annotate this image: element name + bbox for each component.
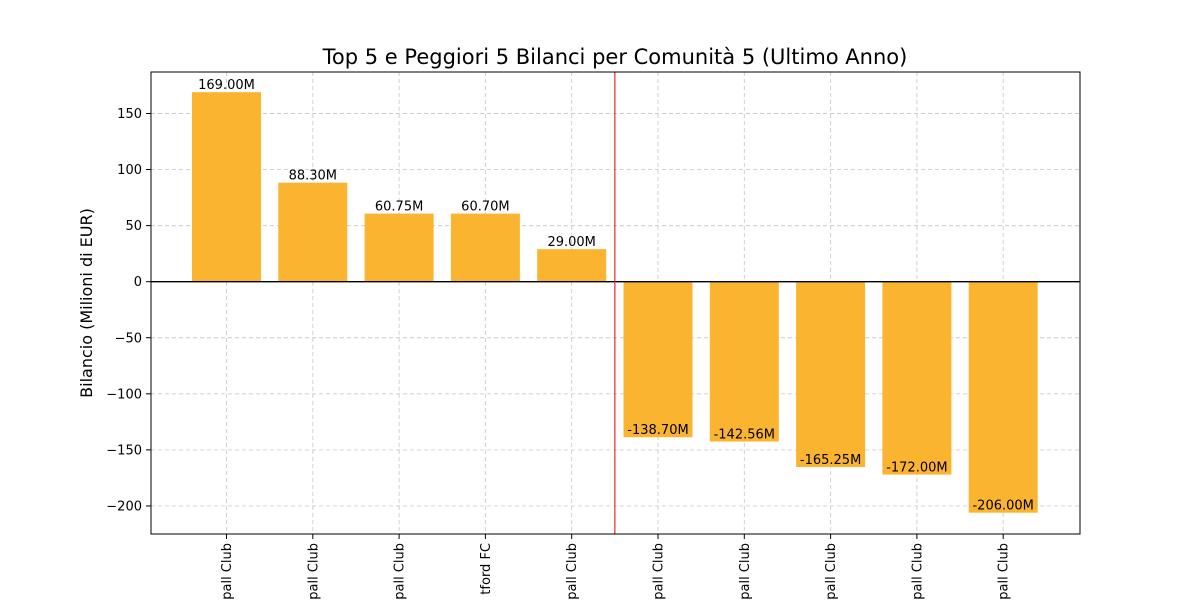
bar (537, 249, 607, 282)
reference-lines (151, 72, 1080, 534)
y-tick-label: 150 (117, 107, 142, 122)
bar-value-labels: 169.00M 88.30M 60.75M 60.70M 29.00M -138.70M -… (198, 78, 1034, 514)
x-axis-ticks: pall Club pall Club pall Club tford FC pall … (220, 534, 1012, 600)
chart-title: Top 5 e Peggiori 5 Bilanci per Comunità … (322, 45, 908, 69)
y-axis-ticks: 150 100 50 0 −50 −100 −150 −200 (106, 107, 151, 514)
y-axis-label: Bilancio (Milioni di EUR) (77, 208, 96, 398)
bar (450, 213, 520, 282)
x-tick-label: pall Club (393, 543, 408, 600)
bar-value-label: -172.00M (886, 461, 947, 476)
bar-value-label: -142.56M (714, 428, 775, 443)
y-tick-label: −150 (106, 443, 142, 458)
bar-value-label: 60.75M (375, 200, 423, 215)
bar-value-label: -165.25M (800, 453, 861, 468)
bar (623, 281, 693, 438)
x-tick-label: pall Club (997, 543, 1012, 600)
y-tick-label: −100 (106, 387, 142, 402)
x-tick-label: pall Club (652, 543, 667, 600)
x-tick-label: pall Club (220, 543, 235, 600)
x-tick-label: pall Club (910, 543, 925, 600)
bar (364, 213, 434, 282)
y-tick-label: −50 (115, 331, 142, 346)
x-tick-label: pall Club (565, 543, 580, 600)
x-tick-label: pall Club (738, 543, 753, 600)
bar-value-label: 169.00M (198, 78, 255, 93)
y-tick-label: 0 (134, 275, 142, 290)
bars (192, 92, 1038, 513)
bar-value-label: 88.30M (289, 169, 337, 184)
bar-value-label: 60.70M (461, 200, 509, 215)
bar (882, 281, 952, 475)
bar (968, 281, 1038, 513)
y-tick-label: −200 (106, 499, 142, 514)
bar (709, 281, 779, 442)
y-tick-label: 50 (125, 219, 142, 234)
bar-value-label: -138.70M (627, 423, 688, 438)
x-tick-label: pall Club (306, 543, 321, 600)
x-tick-label: pall Club (824, 543, 839, 600)
bar-value-label: -206.00M (972, 499, 1033, 514)
y-tick-label: 100 (117, 163, 142, 178)
bar (278, 182, 348, 282)
plot-area-frame (150, 71, 1081, 535)
bar (796, 281, 866, 467)
x-tick-label: tford FC (479, 543, 494, 595)
bar-value-label: 29.00M (547, 235, 595, 250)
bar (192, 92, 261, 282)
